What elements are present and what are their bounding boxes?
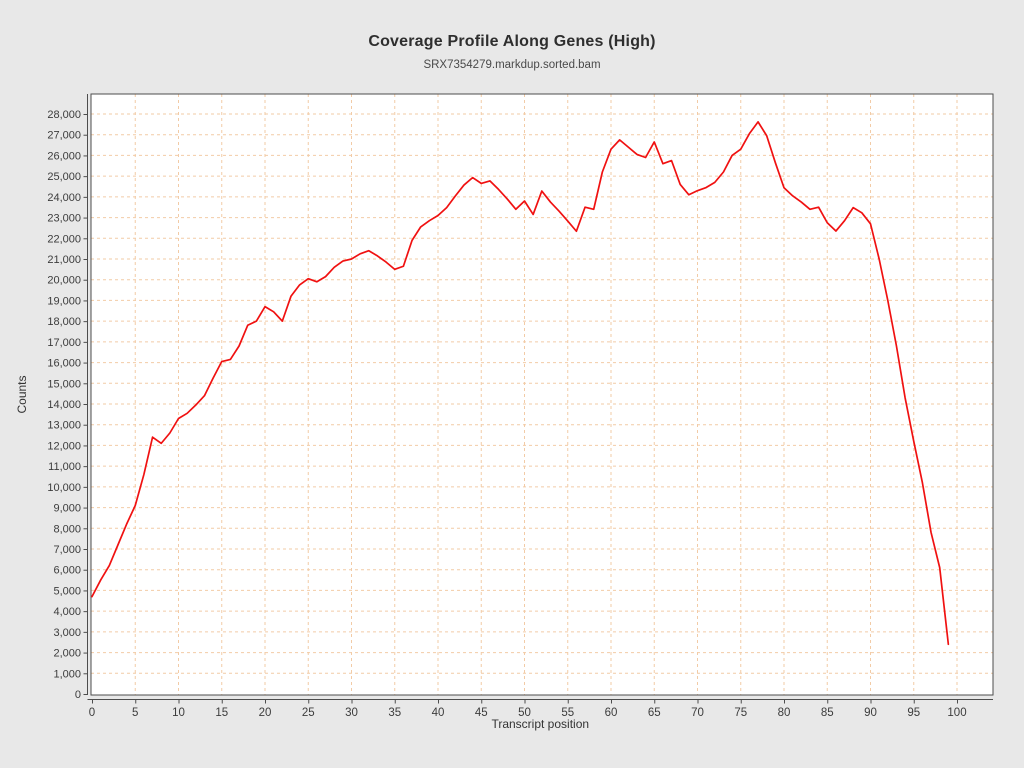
y-tick-label: 17,000 [47,337,81,349]
tick-marks [83,114,958,704]
x-tick-label: 15 [215,707,228,719]
x-tick-label: 55 [561,707,574,719]
y-tick-label: 10,000 [47,482,81,494]
x-tick-label: 40 [432,707,445,719]
x-tick-label: 80 [778,707,791,719]
y-tick-label: 28,000 [47,109,81,121]
y-tick-label: 23,000 [47,213,81,225]
x-tick-label: 20 [259,707,272,719]
grid-lines [91,94,993,695]
y-tick-label: 18,000 [47,316,81,328]
y-tick-label: 3,000 [53,627,81,639]
x-axis-label: Transcript position [491,717,589,731]
x-tick-label: 85 [821,707,834,719]
tick-labels: 0 1,000 2,000 3,000 4,000 5,000 6,000 7,000 8,00… [47,109,966,719]
y-tick-label: 13,000 [47,420,81,432]
x-tick-label: 90 [864,707,877,719]
y-axis-label: Counts [15,375,29,413]
y-tick-label: 0 [75,689,81,701]
y-tick-label: 20,000 [47,275,81,287]
x-tick-label: 35 [388,707,401,719]
y-tick-label: 27,000 [47,130,81,142]
y-tick-label: 9,000 [53,503,81,515]
x-tick-label: 100 [947,707,966,719]
x-tick-label: 60 [605,707,618,719]
y-tick-label: 7,000 [53,544,81,556]
chart-title: Coverage Profile Along Genes (High) [368,33,656,50]
y-tick-label: 21,000 [47,254,81,266]
plot-area [91,94,993,695]
y-tick-label: 26,000 [47,150,81,162]
y-tick-label: 6,000 [53,565,81,577]
x-tick-label: 75 [734,707,747,719]
x-tick-label: 5 [132,707,138,719]
axes [87,94,993,700]
x-tick-label: 0 [89,707,95,719]
x-tick-label: 50 [518,707,531,719]
y-tick-label: 19,000 [47,295,81,307]
y-tick-label: 12,000 [47,440,81,452]
x-tick-label: 10 [172,707,185,719]
y-tick-label: 16,000 [47,358,81,370]
x-tick-label: 70 [691,707,704,719]
x-tick-label: 95 [907,707,920,719]
x-tick-label: 65 [648,707,661,719]
y-tick-label: 24,000 [47,192,81,204]
y-tick-label: 15,000 [47,378,81,390]
x-tick-label: 30 [345,707,358,719]
y-tick-label: 22,000 [47,233,81,245]
y-tick-label: 8,000 [53,523,81,535]
x-tick-label: 45 [475,707,488,719]
plot-border [90,93,994,696]
y-tick-label: 4,000 [53,606,81,618]
x-tick-label: 25 [302,707,315,719]
y-tick-label: 25,000 [47,171,81,183]
y-tick-label: 5,000 [53,585,81,597]
y-tick-label: 2,000 [53,648,81,660]
coverage-series-line [91,121,950,646]
y-tick-label: 14,000 [47,399,81,411]
y-tick-label: 11,000 [48,461,81,473]
chart-subtitle: SRX7354279.markdup.sorted.bam [423,59,601,71]
y-tick-label: 1,000 [53,668,81,680]
